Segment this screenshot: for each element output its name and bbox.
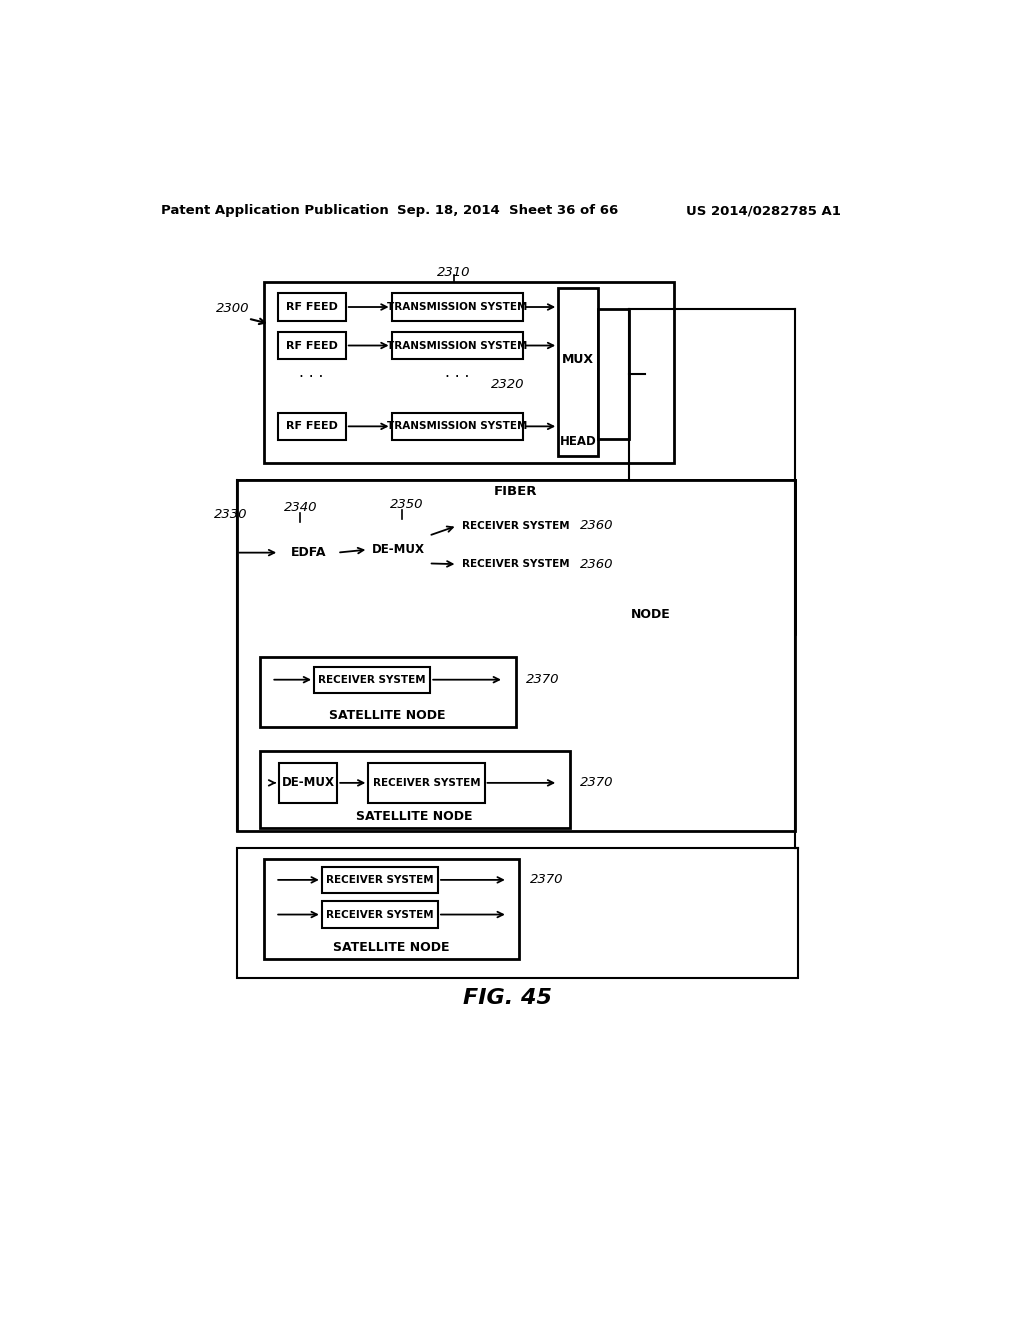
Text: · · ·: · · · [445, 370, 470, 384]
Bar [391, 293, 523, 321]
Text: US 2014/0282785 A1: US 2014/0282785 A1 [686, 205, 841, 218]
Bar [278, 412, 346, 441]
Bar [322, 867, 438, 892]
Bar [280, 763, 337, 803]
Text: 2330: 2330 [214, 508, 248, 520]
Text: MUX: MUX [562, 352, 594, 366]
Text: RF FEED: RF FEED [286, 341, 338, 351]
Bar [263, 281, 675, 462]
Text: SATELLITE NODE: SATELLITE NODE [330, 709, 445, 722]
Bar [237, 847, 799, 978]
Bar [458, 552, 573, 577]
Text: 2320: 2320 [490, 378, 524, 391]
Text: SATELLITE NODE: SATELLITE NODE [333, 941, 450, 954]
Text: RECEIVER SYSTEM: RECEIVER SYSTEM [462, 560, 569, 569]
Text: 2370: 2370 [526, 673, 559, 686]
Text: RF FEED: RF FEED [286, 421, 338, 432]
Text: RECEIVER SYSTEM: RECEIVER SYSTEM [318, 675, 426, 685]
Text: FIBER: FIBER [494, 484, 538, 498]
Bar [278, 331, 346, 359]
Bar [278, 293, 346, 321]
Text: FIG. 45: FIG. 45 [463, 987, 552, 1007]
Bar [458, 512, 573, 539]
Bar [237, 480, 795, 635]
Text: RECEIVER SYSTEM: RECEIVER SYSTEM [373, 777, 480, 788]
Text: TRANSMISSION SYSTEM: TRANSMISSION SYSTEM [387, 302, 527, 312]
Bar [237, 480, 795, 830]
Bar [260, 657, 515, 726]
Text: DE-MUX: DE-MUX [372, 543, 425, 556]
Bar [598, 309, 630, 440]
Text: TRANSMISSION SYSTEM: TRANSMISSION SYSTEM [387, 421, 527, 432]
Text: 2370: 2370 [581, 776, 613, 789]
Text: EDFA: EDFA [291, 546, 326, 560]
Bar [369, 763, 484, 803]
Text: DE-MUX: DE-MUX [282, 776, 335, 789]
Bar [369, 519, 429, 581]
Bar [263, 859, 519, 960]
Bar [391, 331, 523, 359]
Text: SATELLITE NODE: SATELLITE NODE [356, 810, 473, 824]
Bar [314, 667, 430, 693]
Bar [558, 288, 598, 455]
Text: 2370: 2370 [529, 874, 563, 887]
Text: HEAD: HEAD [560, 436, 597, 449]
Text: RECEIVER SYSTEM: RECEIVER SYSTEM [326, 875, 434, 884]
Bar [260, 495, 682, 626]
Text: Patent Application Publication: Patent Application Publication [162, 205, 389, 218]
Text: 2350: 2350 [389, 499, 423, 511]
Text: 2310: 2310 [437, 265, 470, 279]
Text: 2360: 2360 [581, 519, 613, 532]
Text: NODE: NODE [631, 607, 671, 620]
Text: TRANSMISSION SYSTEM: TRANSMISSION SYSTEM [387, 341, 527, 351]
Text: Sep. 18, 2014  Sheet 36 of 66: Sep. 18, 2014 Sheet 36 of 66 [397, 205, 618, 218]
Bar [391, 412, 523, 441]
Text: RECEIVER SYSTEM: RECEIVER SYSTEM [462, 520, 569, 531]
Bar [280, 521, 337, 583]
Bar [442, 502, 671, 612]
Bar [260, 751, 569, 829]
Bar [322, 902, 438, 928]
Text: · · ·: · · · [299, 370, 324, 384]
Text: 2300: 2300 [216, 302, 250, 315]
Text: RECEIVER SYSTEM: RECEIVER SYSTEM [326, 909, 434, 920]
Text: 2340: 2340 [284, 502, 317, 515]
Text: 2360: 2360 [581, 557, 613, 570]
Text: RF FEED: RF FEED [286, 302, 338, 312]
